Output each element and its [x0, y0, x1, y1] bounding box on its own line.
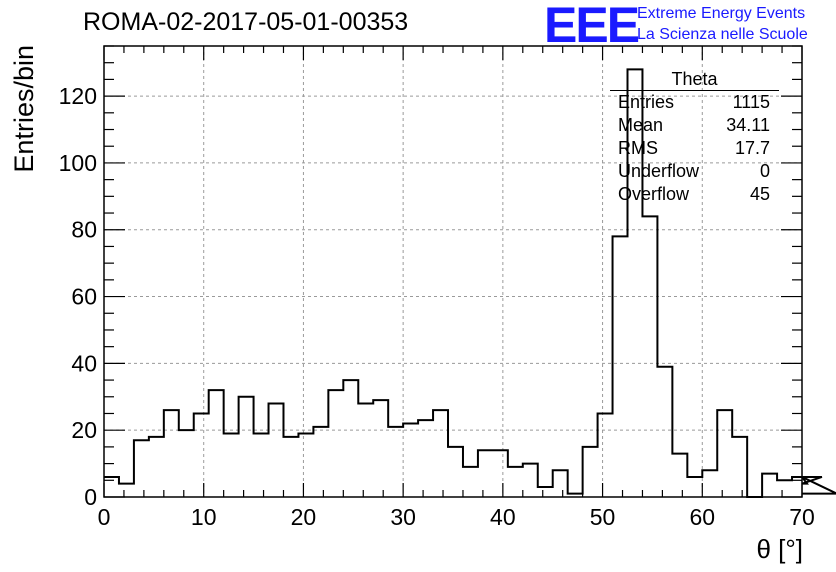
- stats-value: 17.7: [734, 138, 770, 158]
- y-tick-label: 80: [71, 217, 97, 243]
- grid-lines: [104, 46, 802, 497]
- y-tick-label: 20: [71, 417, 97, 443]
- stats-value: 0: [759, 161, 770, 181]
- y-tick-label: 40: [71, 350, 97, 376]
- y-tick-label: 120: [59, 83, 97, 109]
- stats-title: Theta: [610, 68, 779, 91]
- x-axis-label: θ [°]: [756, 534, 803, 564]
- logo-line-2: La Scienza nelle Scuole: [637, 26, 808, 43]
- stats-row-underflow: Underflow 0: [609, 160, 779, 183]
- stats-label: Overflow: [618, 184, 690, 204]
- x-tick-label: 10: [191, 504, 217, 530]
- stats-rows: Entries 1115 Mean 34.11 RMS 17.7 Underflow 0 Ove…: [609, 91, 779, 206]
- x-tick-label: 60: [689, 504, 715, 530]
- stats-label: RMS: [618, 138, 658, 158]
- stats-label: Mean: [618, 115, 664, 135]
- chart-title: ROMA-02-2017-05-01-00353: [83, 8, 409, 36]
- stats-value: 1115: [732, 92, 770, 112]
- histogram-outline: [104, 68, 836, 498]
- x-tick-label: 40: [490, 504, 516, 530]
- x-tick-label: 20: [291, 504, 317, 530]
- stats-label: Underflow: [618, 161, 700, 181]
- stats-row-mean: Mean 34.11: [609, 114, 779, 137]
- plot-frame: [103, 45, 803, 498]
- stats-label: Entries: [618, 92, 675, 112]
- y-tick-label: 60: [71, 284, 97, 310]
- x-tick-label: 70: [789, 504, 815, 530]
- stats-row-entries: Entries 1115: [609, 91, 779, 114]
- stats-box: Theta Entries 1115 Mean 34.11 RMS 17.7 Underfl…: [609, 68, 779, 206]
- stats-row-rms: RMS 17.7: [609, 137, 779, 160]
- x-tick-label: 50: [590, 504, 616, 530]
- y-axis-label: Entries/bin: [9, 45, 39, 173]
- stats-value: 34.11: [726, 115, 770, 135]
- y-tick-label: 100: [59, 150, 97, 176]
- eee-logo-mark: EEE: [544, 0, 640, 53]
- x-tick-label: 0: [98, 504, 111, 530]
- y-tick-label: 0: [84, 484, 97, 510]
- stats-row-overflow: Overflow 45: [609, 183, 779, 206]
- tick-labels: 0 10 20 30 40 50 60 70 0 20 40 60 80 100 120: [59, 83, 815, 530]
- x-tick-label: 30: [390, 504, 416, 530]
- logo-line-1: Extreme Energy Events: [637, 5, 806, 22]
- stats-value: 45: [749, 184, 770, 204]
